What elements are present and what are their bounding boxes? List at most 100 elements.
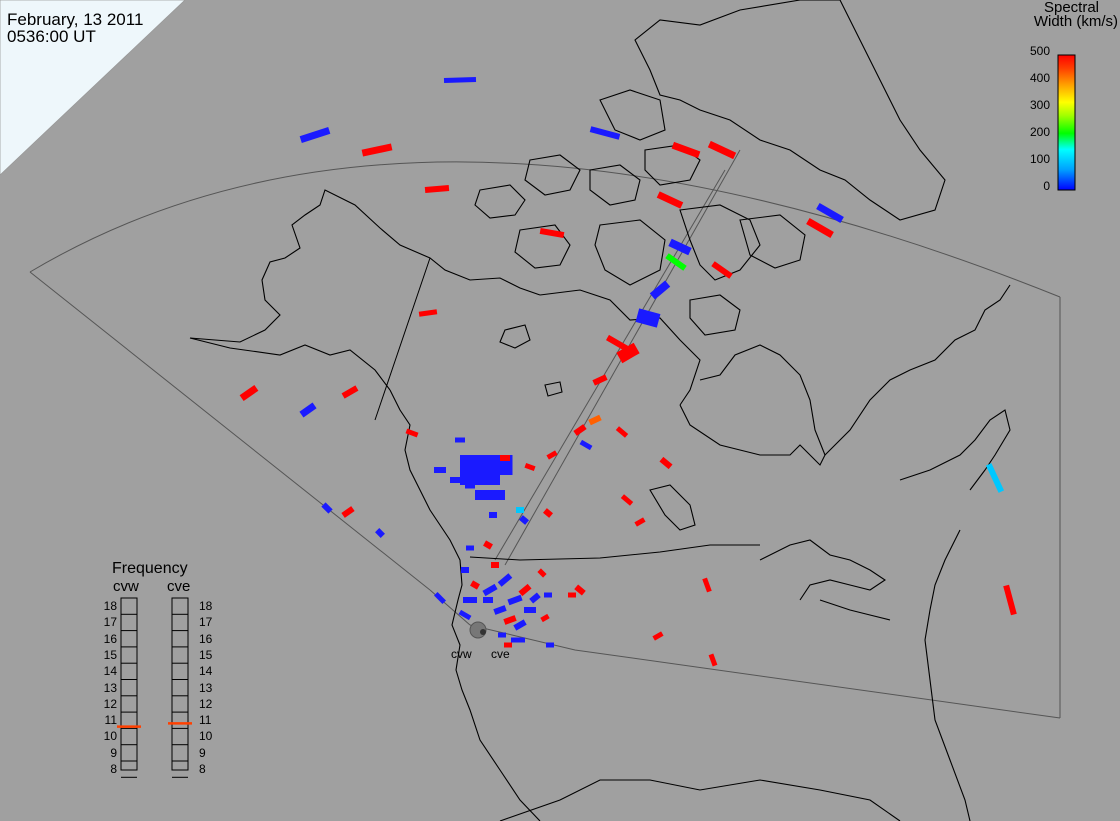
backscatter-cell [493, 605, 507, 615]
backscatter-cell [299, 127, 331, 143]
colorbar-tick: 400 [1029, 71, 1050, 85]
backscatter-cell [656, 191, 684, 209]
frequency-tick-left: 17 [103, 615, 117, 630]
backscatter-cell [519, 515, 529, 525]
colorbar-gradient [1057, 54, 1076, 191]
backscatter-cell [544, 592, 552, 598]
colorbar-tick: 500 [1029, 44, 1050, 58]
backscatter-cell [491, 562, 499, 568]
frequency-tick-left: 18 [103, 599, 117, 613]
backscatter-cell [652, 631, 664, 641]
backscatter-cell [513, 619, 527, 631]
backscatter-cell [635, 308, 661, 328]
backscatter-cell [482, 583, 498, 597]
backscatter-cell [475, 490, 505, 500]
backscatter-cell [418, 309, 438, 317]
frequency-tick-right: 15 [199, 647, 213, 662]
colorbar-tick: 100 [1029, 152, 1050, 166]
backscatter-cell [543, 508, 553, 518]
backscatter-cell [424, 184, 450, 194]
backscatter-cell [466, 545, 474, 551]
political-borders [374, 257, 760, 561]
frequency-tick-right: 12 [199, 696, 213, 711]
backscatter-cell [341, 385, 359, 399]
backscatter-cell [659, 456, 673, 470]
colorbar [1057, 54, 1076, 191]
frequency-gauge-east [171, 597, 189, 771]
backscatter-cell [458, 609, 472, 621]
backscatter-cell [649, 280, 671, 300]
backscatter-cell [539, 227, 565, 239]
backscatter-cell [433, 591, 447, 605]
backscatter-cell [516, 507, 524, 513]
radar-label-west: cvw [451, 647, 472, 661]
backscatter-cell [537, 568, 547, 578]
backscatter-cell [702, 577, 712, 593]
backscatter-cell [711, 261, 733, 279]
backscatter-cell [503, 615, 517, 625]
backscatter-cell [434, 467, 446, 473]
frequency-tick-right: 8 [199, 762, 206, 776]
backscatter-cell [450, 477, 460, 483]
colorbar-tick: 200 [1029, 125, 1050, 139]
backscatter-cell [443, 76, 477, 84]
frequency-tick-right: 11 [199, 713, 212, 728]
backscatter-cell [455, 437, 465, 443]
frequency-tick-right: 16 [199, 631, 213, 646]
time-label: 0536:00 UT [7, 27, 96, 46]
backscatter-cell [498, 632, 506, 638]
colorbar-tick: 0 [1043, 179, 1050, 193]
frequency-tick-right: 14 [199, 664, 213, 679]
backscatter-cell [507, 594, 523, 606]
backscatter-cell [489, 512, 497, 518]
frequency-title: Frequency [112, 560, 188, 577]
backscatter-cell [504, 642, 512, 648]
polar-ice-region [0, 0, 186, 176]
backscatter-cell [483, 540, 493, 550]
backscatter-cells [239, 76, 1017, 667]
backscatter-cell [546, 642, 554, 648]
radar-field-of-view [29, 149, 1061, 719]
backscatter-cell [500, 455, 510, 461]
frequency-tick-left: 11 [104, 713, 117, 728]
backscatter-cell [574, 584, 586, 596]
backscatter-cell [461, 567, 469, 573]
backscatter-cell [616, 342, 640, 364]
backscatter-cell [511, 637, 525, 643]
backscatter-cell [405, 428, 419, 438]
colorbar-title: Spectral [1043, 0, 1099, 16]
coastlines [189, 0, 1011, 821]
backscatter-cell [605, 334, 629, 352]
backscatter-cell [470, 580, 480, 590]
frequency-tick-left: 10 [103, 729, 117, 744]
backscatter-cell [589, 126, 621, 140]
backscatter-cell [524, 462, 536, 472]
frequency-label-west: cvw [113, 578, 139, 595]
backscatter-cell [497, 573, 513, 587]
backscatter-cell [592, 374, 608, 386]
backscatter-cell [708, 653, 718, 667]
frequency-tick-left: 13 [103, 680, 117, 695]
backscatter-cell [546, 450, 558, 460]
backscatter-cell [665, 253, 687, 271]
frequency-tick-right: 17 [199, 615, 213, 630]
radar-site-marker [480, 629, 486, 635]
frequency-tick-right: 10 [199, 729, 213, 744]
backscatter-cell [518, 583, 532, 597]
frequency-tick-right: 18 [199, 599, 213, 613]
backscatter-cell [579, 439, 593, 451]
frequency-tick-left: 12 [103, 696, 117, 711]
backscatter-cell [615, 426, 629, 438]
backscatter-cell [540, 613, 550, 623]
frequency-tick-left: 8 [110, 762, 117, 776]
frequency-tick-right: 13 [199, 680, 213, 695]
frequency-tick-left: 14 [103, 664, 117, 679]
backscatter-cell [806, 217, 834, 239]
radar-sites [469, 621, 487, 639]
colorbar-units: Width (km/s) [1033, 13, 1118, 30]
backscatter-cell [707, 140, 737, 160]
radar-label-east: cve [491, 647, 510, 661]
colorbar-tick: 300 [1029, 98, 1050, 112]
frequency-gauge-west [120, 597, 138, 771]
backscatter-cell [375, 528, 385, 538]
